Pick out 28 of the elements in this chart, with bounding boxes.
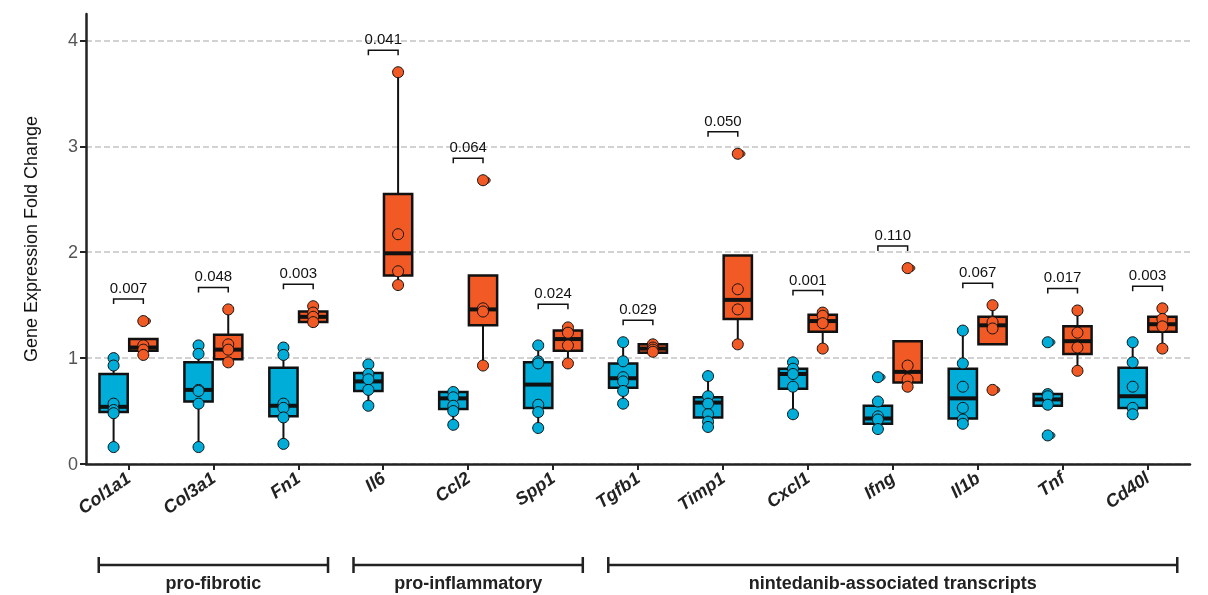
text: pro-inflammatory (394, 573, 543, 593)
x-tick-label: Il6 (361, 467, 390, 496)
annotation: 0.050 (704, 111, 742, 129)
annotation: 0.017 (1043, 268, 1082, 286)
text: nintedanib-associated transcripts (748, 573, 1037, 593)
x-tick-label: Il1b (946, 467, 984, 502)
x-tick-label: Ccl2 (431, 467, 474, 507)
annotation: 0.029 (619, 300, 657, 318)
annotation: 0.007 (109, 279, 148, 297)
annotation: 0.048 (194, 267, 233, 285)
annotation: 0.067 (958, 263, 997, 281)
y-tick-label: 3 (67, 136, 78, 157)
annotation: 0.024 (534, 284, 572, 302)
x-tick-label: Ifng (860, 467, 899, 504)
annotation: 0.064 (449, 138, 487, 156)
y-axis-title: Gene Expression Fold Change (21, 115, 41, 363)
annotation: 0.003 (1128, 266, 1167, 284)
x-tick-label: Tnf (1033, 466, 1070, 501)
annotation: 0.001 (789, 270, 827, 288)
y-tick-label: 4 (67, 30, 78, 51)
annotation: 0.041 (364, 30, 402, 48)
y-tick-label: 1 (67, 348, 78, 369)
annotation: 0.110 (874, 226, 911, 244)
x-tick-label: Fn1 (266, 467, 305, 503)
y-tick-label: 2 (67, 242, 78, 263)
text: pro-fibrotic (165, 573, 262, 593)
annotation: 0.003 (279, 264, 318, 282)
y-tick-label: 0 (67, 454, 78, 474)
